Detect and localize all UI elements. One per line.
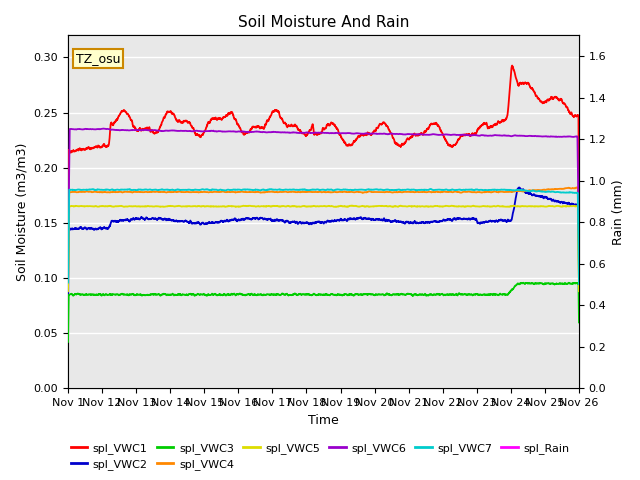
Legend: spl_VWC1, spl_VWC2, spl_VWC3, spl_VWC4, spl_VWC5, spl_VWC6, spl_VWC7, spl_Rain: spl_VWC1, spl_VWC2, spl_VWC3, spl_VWC4, … — [66, 438, 574, 474]
X-axis label: Time: Time — [308, 414, 339, 427]
Bar — [481, 332, 483, 388]
Title: Soil Moisture And Rain: Soil Moisture And Rain — [238, 15, 409, 30]
Bar — [437, 285, 438, 388]
Bar — [108, 64, 109, 388]
Text: TZ_osu: TZ_osu — [76, 52, 120, 65]
Y-axis label: Soil Moisture (m3/m3): Soil Moisture (m3/m3) — [15, 143, 28, 281]
Bar — [519, 332, 520, 388]
Bar — [456, 332, 457, 388]
Y-axis label: Rain (mm): Rain (mm) — [612, 179, 625, 245]
Bar — [507, 64, 508, 388]
Bar — [476, 180, 477, 388]
Bar — [461, 332, 462, 388]
Bar — [111, 332, 113, 388]
